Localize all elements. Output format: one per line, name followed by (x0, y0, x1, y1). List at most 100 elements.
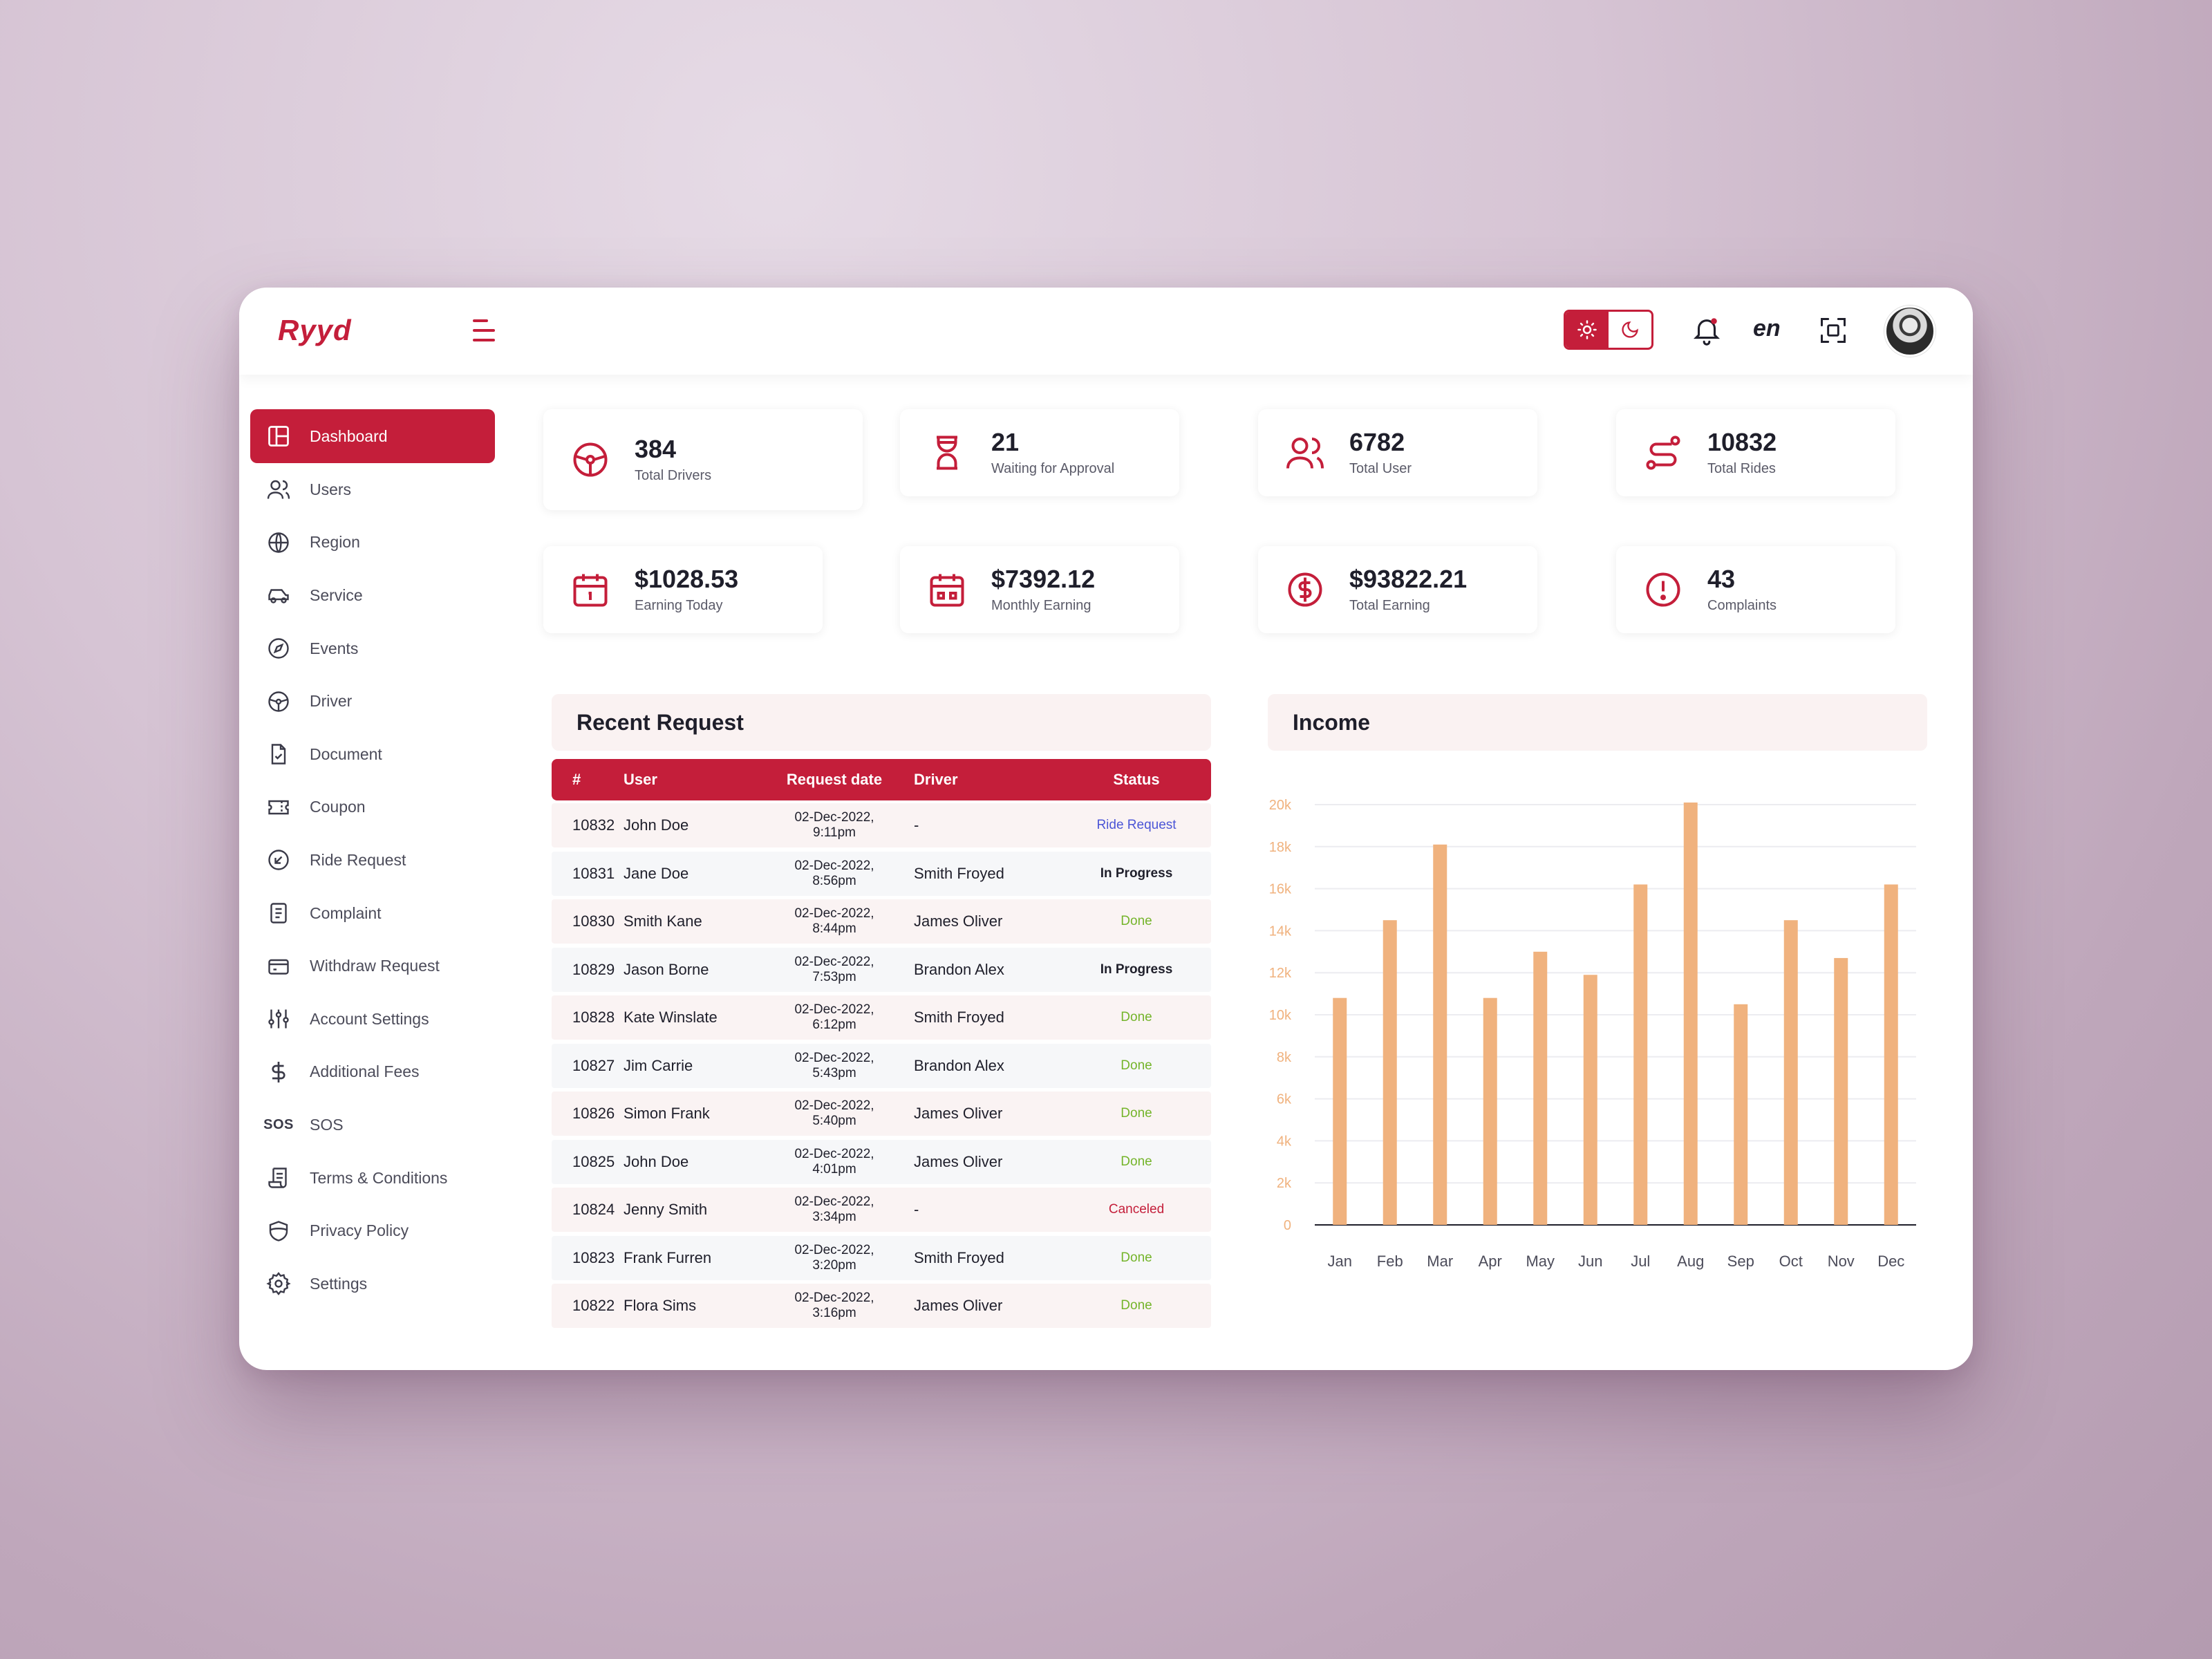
cell-id: 10823 (572, 1248, 615, 1266)
bar-jul[interactable] (1633, 884, 1648, 1225)
language-switch[interactable]: en (1753, 315, 1781, 341)
stat-card-waiting-approval[interactable]: 21 Waiting for Approval (900, 409, 1179, 496)
calendar-icon (925, 568, 969, 612)
sidebar-item-sos[interactable]: SOS SOS (250, 1098, 495, 1152)
stat-card-complaints[interactable]: 43 Complaints (1616, 546, 1895, 633)
sidebar-item-driver[interactable]: Driver (250, 675, 495, 728)
x-tick-label: Jul (1631, 1253, 1650, 1270)
stat-card-total-rides[interactable]: 10832 Total Rides (1616, 409, 1895, 496)
sidebar-item-service[interactable]: Service (250, 569, 495, 622)
cell-date: 02-Dec-2022, 7:53pm (794, 954, 874, 984)
table-row[interactable]: 10829 Jason Borne 02-Dec-2022, 7:53pm Brand… (552, 947, 1211, 992)
table-row[interactable]: 10824 Jenny Smith 02-Dec-2022, 3:34pm - Canc… (552, 1188, 1211, 1232)
sidebar-item-withdraw-request[interactable]: Withdraw Request (250, 939, 495, 993)
table-row[interactable]: 10823 Frank Furren 02-Dec-2022, 3:20pm Smit… (552, 1235, 1211, 1280)
stat-card-earning-today[interactable]: $1028.53 Earning Today (543, 546, 823, 633)
table-row[interactable]: 10822 Flora Sims 02-Dec-2022, 3:16pm James … (552, 1284, 1211, 1328)
cell-status: Done (1121, 1250, 1152, 1265)
sidebar-item-terms[interactable]: Terms & Conditions (250, 1152, 495, 1205)
fullscreen-button[interactable] (1818, 315, 1850, 347)
bar-nov[interactable] (1834, 957, 1848, 1225)
cell-user: Flora Sims (624, 1297, 697, 1314)
sidebar-item-label: Terms & Conditions (310, 1168, 448, 1187)
stat-card-total-drivers[interactable]: 384 Total Drivers (543, 409, 863, 510)
x-tick-label: Oct (1779, 1253, 1803, 1270)
sidebar-item-ride-request[interactable]: Ride Request (250, 834, 495, 887)
sidebar-item-privacy-policy[interactable]: Privacy Policy (250, 1204, 495, 1257)
sidebar-item-label: Users (310, 480, 352, 498)
bar-mar[interactable] (1433, 844, 1447, 1225)
table-row[interactable]: 10828 Kate Winslate 02-Dec-2022, 6:12pm Smi… (552, 995, 1211, 1040)
light-mode-button[interactable] (1566, 312, 1609, 348)
sidebar-item-complaint[interactable]: Complaint (250, 887, 495, 940)
sidebar-item-label: Account Settings (310, 1009, 429, 1028)
sidebar-item-label: Dashboard (310, 427, 388, 445)
stat-label: Complaints (1707, 598, 1777, 614)
wallet-icon (265, 953, 292, 980)
sidebar-item-additional-fees[interactable]: Additional Fees (250, 1046, 495, 1099)
cell-id: 10824 (572, 1201, 615, 1218)
bar-oct[interactable] (1783, 920, 1798, 1225)
sidebar-item-label: Driver (310, 692, 353, 711)
table-header: # User Request date Driver Status (552, 759, 1211, 800)
app-logo[interactable]: Ryyd (278, 314, 352, 346)
theme-toggle[interactable] (1564, 310, 1653, 350)
table-body: 10832 John Doe 02-Dec-2022, 9:11pm - Ride Re… (552, 803, 1211, 1328)
stat-card-total-earning[interactable]: $93822.21 Total Earning (1258, 546, 1537, 633)
user-avatar[interactable] (1884, 306, 1936, 357)
stat-value: $7392.12 (991, 564, 1096, 593)
bar-aug[interactable] (1683, 802, 1698, 1225)
column-header-id[interactable]: # (572, 771, 581, 788)
bar-jun[interactable] (1583, 975, 1597, 1225)
stat-card-monthly-earning[interactable]: $7392.12 Monthly Earning (900, 546, 1179, 633)
bar-may[interactable] (1533, 951, 1548, 1225)
dollar-icon (265, 1059, 292, 1085)
column-header-user[interactable]: User (624, 771, 657, 788)
sidebar-item-label: Document (310, 744, 382, 763)
bar-sep[interactable] (1734, 1004, 1748, 1225)
cell-status: Ride Request (1096, 818, 1177, 832)
bar-apr[interactable] (1483, 997, 1497, 1225)
sidebar-item-events[interactable]: Events (250, 622, 495, 675)
cell-status: Done (1121, 1298, 1152, 1313)
y-tick-label: 16k (1269, 882, 1292, 897)
cell-status: Done (1121, 1106, 1152, 1121)
column-header-driver[interactable]: Driver (914, 771, 958, 788)
x-tick-label: Aug (1677, 1253, 1704, 1270)
cell-id: 10822 (572, 1297, 615, 1314)
sidebar-item-account-settings[interactable]: Account Settings (250, 993, 495, 1046)
table-row[interactable]: 10827 Jim Carrie 02-Dec-2022, 5:43pm Brando… (552, 1043, 1211, 1088)
column-header-status[interactable]: Status (1113, 771, 1160, 788)
route-icon (1641, 431, 1685, 475)
sidebar-item-dashboard[interactable]: Dashboard (250, 409, 495, 463)
stat-value: 10832 (1707, 427, 1777, 456)
table-row[interactable]: 10831 Jane Doe 02-Dec-2022, 8:56pm Smith Fr… (552, 851, 1211, 896)
cell-user: Simon Frank (624, 1105, 710, 1122)
sidebar-item-document[interactable]: Document (250, 728, 495, 781)
cell-user: Smith Kane (624, 912, 702, 930)
bar-jan[interactable] (1333, 997, 1347, 1225)
dark-mode-button[interactable] (1609, 312, 1651, 348)
sidebar-item-region[interactable]: Region (250, 516, 495, 570)
sidebar-item-settings[interactable]: Settings (250, 1257, 495, 1311)
x-tick-label: Sep (1727, 1253, 1754, 1270)
table-row[interactable]: 10832 John Doe 02-Dec-2022, 9:11pm - Ride Re… (552, 803, 1211, 847)
table-row[interactable]: 10825 John Doe 02-Dec-2022, 4:01pm James Ol… (552, 1139, 1211, 1184)
coupon-icon (265, 794, 292, 821)
sidebar-item-label: SOS (310, 1115, 344, 1134)
sidebar-item-label: Withdraw Request (310, 957, 440, 975)
sidebar-item-users[interactable]: Users (250, 463, 495, 516)
table-row[interactable]: 10826 Simon Frank 02-Dec-2022, 5:40pm James… (552, 1091, 1211, 1136)
column-header-date[interactable]: Request date (786, 771, 883, 788)
stat-card-total-user[interactable]: 6782 Total User (1258, 409, 1537, 496)
bar-feb[interactable] (1382, 920, 1397, 1225)
sidebar-item-label: Coupon (310, 798, 366, 816)
sidebar-item-label: Settings (310, 1274, 368, 1293)
sidebar-item-coupon[interactable]: Coupon (250, 781, 495, 834)
x-tick-label: Nov (1828, 1253, 1855, 1270)
menu-toggle-button[interactable] (473, 318, 500, 344)
bar-dec[interactable] (1884, 884, 1898, 1225)
notification-button[interactable] (1691, 315, 1723, 347)
cell-user: Jenny Smith (624, 1201, 708, 1218)
table-row[interactable]: 10830 Smith Kane 02-Dec-2022, 8:44pm James … (552, 899, 1211, 944)
